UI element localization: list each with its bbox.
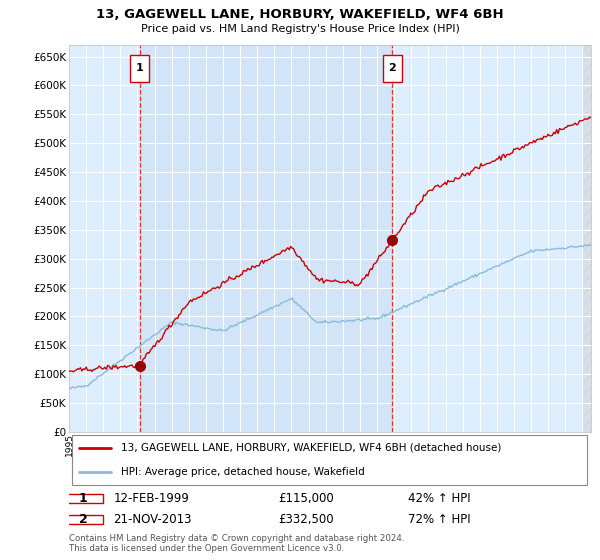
Text: 2: 2 <box>389 63 397 73</box>
Text: 1: 1 <box>136 63 143 73</box>
Text: HPI: Average price, detached house, Wakefield: HPI: Average price, detached house, Wake… <box>121 467 365 477</box>
Text: £332,500: £332,500 <box>278 513 334 526</box>
Text: 13, GAGEWELL LANE, HORBURY, WAKEFIELD, WF4 6BH (detached house): 13, GAGEWELL LANE, HORBURY, WAKEFIELD, W… <box>121 442 502 452</box>
Text: 42% ↑ HPI: 42% ↑ HPI <box>409 492 471 505</box>
Text: 1: 1 <box>79 492 88 505</box>
Bar <box>583 45 591 432</box>
Text: £115,000: £115,000 <box>278 492 334 505</box>
FancyBboxPatch shape <box>64 515 103 524</box>
Text: Contains HM Land Registry data © Crown copyright and database right 2024.
This d: Contains HM Land Registry data © Crown c… <box>69 534 404 553</box>
Text: 72% ↑ HPI: 72% ↑ HPI <box>409 513 471 526</box>
FancyBboxPatch shape <box>71 435 587 485</box>
Text: Price paid vs. HM Land Registry's House Price Index (HPI): Price paid vs. HM Land Registry's House … <box>140 24 460 34</box>
FancyBboxPatch shape <box>383 55 402 82</box>
Text: 21-NOV-2013: 21-NOV-2013 <box>113 513 192 526</box>
Bar <box>140 45 392 432</box>
FancyBboxPatch shape <box>64 494 103 503</box>
Text: 13, GAGEWELL LANE, HORBURY, WAKEFIELD, WF4 6BH: 13, GAGEWELL LANE, HORBURY, WAKEFIELD, W… <box>96 8 504 21</box>
Text: 12-FEB-1999: 12-FEB-1999 <box>113 492 189 505</box>
Text: 2: 2 <box>79 513 88 526</box>
FancyBboxPatch shape <box>130 55 149 82</box>
